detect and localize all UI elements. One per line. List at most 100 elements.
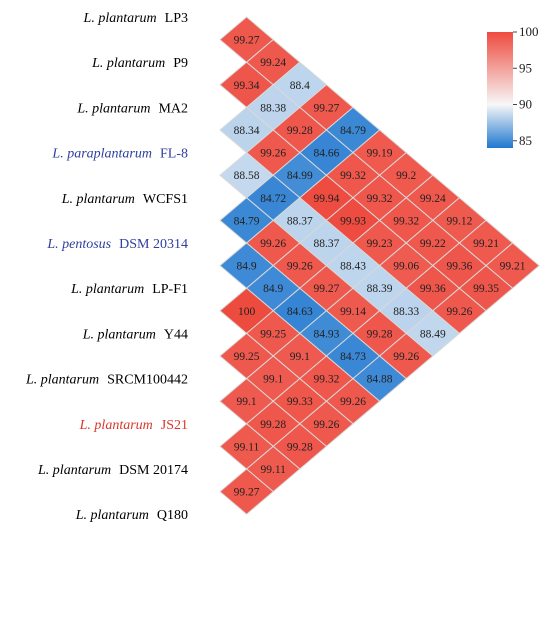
strain-id: DSM 20174 — [119, 463, 188, 478]
cell-value-label: 99.26 — [287, 261, 313, 273]
legend-colorbar — [487, 32, 513, 148]
cell-value-label: 99.93 — [340, 215, 366, 227]
strain-species: L. plantarum — [61, 192, 135, 207]
cell-value-label: 99.06 — [393, 261, 419, 273]
cell-value-label: 99.28 — [287, 441, 313, 453]
strain-label: L. plantarum Q180 — [75, 508, 188, 523]
cell-value-label: 99.27 — [234, 487, 260, 499]
cell-value-label: 100 — [238, 306, 256, 318]
cell-value-label: 99.26 — [260, 148, 286, 160]
cell-value-label: 99.26 — [393, 351, 419, 363]
cell-value-label: 88.38 — [260, 102, 286, 114]
strain-species: L. paraplantarum — [51, 147, 152, 162]
strain-id: LP-F1 — [152, 282, 188, 297]
strain-id: Q180 — [157, 508, 188, 523]
cell-value-label: 84.73 — [340, 351, 366, 363]
strain-id: FL-8 — [160, 147, 188, 162]
strain-label: L. plantarum P9 — [91, 56, 188, 71]
cell-value-label: 99.26 — [260, 238, 286, 250]
cell-value-label: 88.34 — [234, 125, 260, 137]
strain-label: L. plantarum LP-F1 — [70, 282, 188, 297]
strain-id: P9 — [173, 56, 188, 71]
strain-label: L. plantarum WCFS1 — [61, 192, 188, 207]
cell-value-label: 99.27 — [313, 283, 339, 295]
strain-id: MA2 — [158, 101, 188, 116]
cell-value-label: 84.79 — [234, 215, 260, 227]
strain-id: LP3 — [165, 11, 188, 26]
cell-value-label: 99.32 — [393, 215, 419, 227]
cell-value-label: 88.37 — [287, 215, 313, 227]
cell-value-label: 84.66 — [313, 148, 339, 160]
cell-value-label: 99.1 — [237, 396, 257, 408]
strain-label: L. plantarum DSM 20174 — [37, 463, 188, 478]
strain-species: L. plantarum — [76, 101, 150, 116]
strain-species: L. plantarum — [79, 418, 153, 433]
legend-tick-label: 85 — [519, 133, 532, 148]
strain-species: L. pentosus — [46, 237, 111, 252]
cell-value-label: 99.33 — [287, 396, 313, 408]
cell-value-label: 99.32 — [340, 170, 366, 182]
cell-value-label: 99.27 — [234, 35, 260, 47]
strain-label: L. paraplantarum FL-8 — [51, 147, 188, 162]
legend-tick-label: 90 — [519, 97, 532, 112]
heatmap-cell: 88.58 — [219, 151, 274, 199]
strain-label: L. plantarum LP3 — [83, 11, 188, 26]
strain-label: L. plantarum Y44 — [82, 327, 188, 342]
cell-value-label: 99.11 — [260, 464, 286, 476]
cell-value-label: 99.2 — [396, 170, 416, 182]
cell-value-label: 99.11 — [234, 441, 260, 453]
strain-species: L. plantarum — [82, 327, 156, 342]
cell-value-label: 88.49 — [420, 328, 446, 340]
cell-value-label: 99.25 — [260, 328, 286, 340]
cell-value-label: 84.72 — [260, 193, 286, 205]
cell-value-label: 99.21 — [473, 238, 499, 250]
strain-species: L. plantarum — [83, 11, 157, 26]
cell-value-label: 99.36 — [420, 283, 446, 295]
heatmap-cell: 99.34 — [219, 61, 274, 109]
cell-value-label: 88.39 — [367, 283, 393, 295]
cell-value-label: 99.21 — [500, 261, 526, 273]
strain-label: L. pentosus DSM 20314 — [46, 237, 188, 252]
cell-value-label: 88.37 — [313, 238, 339, 250]
legend-tick-label: 95 — [519, 60, 532, 75]
legend-ticks: 100 95 90 85 — [513, 24, 539, 148]
cell-value-label: 84.99 — [287, 170, 313, 182]
strain-label: L. plantarum MA2 — [76, 101, 188, 116]
cell-value-label: 88.58 — [234, 170, 260, 182]
strain-species: L. plantarum — [70, 282, 144, 297]
cell-value-label: 99.25 — [234, 351, 260, 363]
cell-value-label: 99.24 — [420, 193, 446, 205]
cell-value-label: 84.63 — [287, 306, 313, 318]
heatmap-cell: 88.33 — [378, 287, 434, 335]
cell-value-label: 99.22 — [420, 238, 446, 250]
strain-species: L. plantarum — [75, 508, 149, 523]
cell-value-label: 99.32 — [313, 374, 339, 386]
strain-id: DSM 20314 — [119, 237, 188, 252]
cell-value-label: 99.28 — [287, 125, 313, 137]
strain-label: L. plantarum JS21 — [79, 418, 188, 433]
cell-value-label: 84.9 — [263, 283, 283, 295]
strain-label: L. plantarum SRCM100442 — [25, 373, 188, 388]
cell-value-label: 84.93 — [313, 328, 339, 340]
cell-value-label: 99.12 — [446, 215, 472, 227]
strain-id: Y44 — [164, 327, 188, 342]
heatmap-cell: 99.26 — [272, 242, 328, 289]
cell-value-label: 99.34 — [234, 80, 260, 92]
cell-value-label: 99.28 — [367, 328, 393, 340]
heatmap-cell: 99.27 — [219, 468, 274, 515]
strain-id: WCFS1 — [143, 192, 188, 207]
cell-value-label: 99.27 — [313, 102, 339, 114]
cell-value-label: 99.26 — [313, 419, 339, 431]
color-legend: 100 95 90 85 — [487, 24, 539, 148]
cell-value-label: 99.23 — [367, 238, 393, 250]
cell-value-label: 84.9 — [237, 261, 257, 273]
cell-value-label: 84.79 — [340, 125, 366, 137]
cell-value-label: 99.28 — [260, 419, 286, 431]
cell-value-label: 99.32 — [367, 193, 393, 205]
cell-value-label: 99.26 — [340, 396, 366, 408]
legend-tick-label: 100 — [519, 24, 539, 39]
cell-value-label: 84.88 — [367, 374, 393, 386]
